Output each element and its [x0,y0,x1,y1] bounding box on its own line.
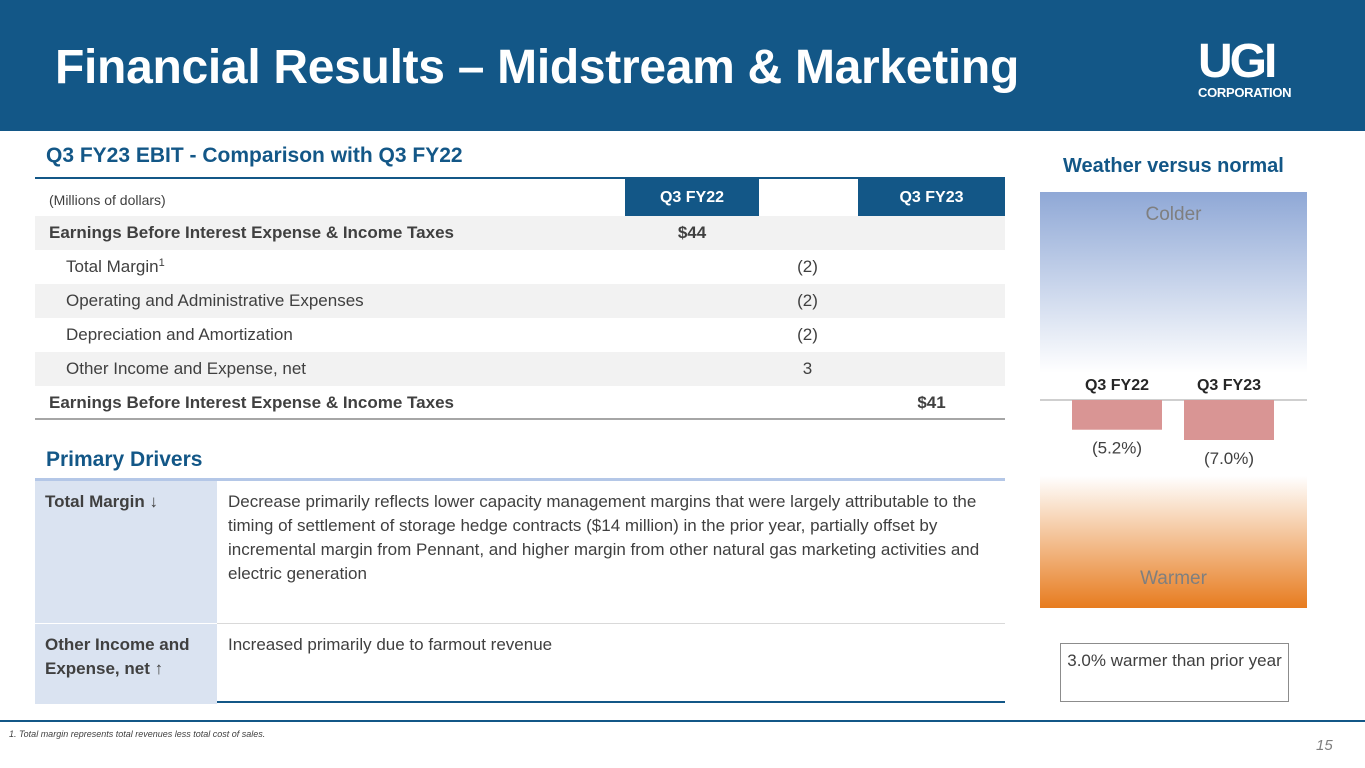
page-title: Financial Results – Midstream & Marketin… [55,41,1019,94]
row-value-change: 3 [802,359,813,378]
row-label: Earnings Before Interest Expense & Incom… [49,393,454,412]
table-header-row: (Millions of dollars) Q3 FY22 Q3 FY23 [35,179,1005,216]
colder-label: Colder [1145,204,1202,225]
driver-row-total-margin: Total Margin ↓ Decrease primarily reflec… [35,481,1005,623]
bar-value-label: (7.0%) [1204,449,1254,468]
warmer-label: Warmer [1140,568,1207,589]
header-banner: Financial Results – Midstream & Marketin… [0,0,1365,131]
drivers-table: Total Margin ↓ Decrease primarily reflec… [35,478,1005,704]
driver-row-other-income: Other Income and Expense, net ↑ Increase… [35,624,1005,704]
weather-bar-chart: Q3 FY22 (5.2%) Q3 FY23 (7.0%) [1040,377,1307,468]
driver-label: Total Margin ↓ [35,481,217,623]
row-label: Other Income and Expense, net [66,359,307,378]
driver-text: Decrease primarily reflects lower capaci… [228,492,980,583]
bar-category-label: Q3 FY22 [1085,377,1149,394]
bar-value-label: (5.2%) [1092,439,1142,458]
row-label-text: Total Margin [66,257,159,276]
warmer-gradient: Warmer [1040,476,1307,608]
ebit-section-title: Q3 FY23 EBIT - Comparison with Q3 FY22 [46,144,463,167]
table-row-other-income: Other Income and Expense, net 3 [35,352,1005,386]
ebit-table: (Millions of dollars) Q3 FY22 Q3 FY23 Ea… [35,177,1005,420]
footnote-ref: 1 [158,257,165,269]
logo-main-text: UGI [1198,35,1277,88]
table-row-dna: Depreciation and Amortization (2) [35,318,1005,352]
row-label: Operating and Administrative Expenses [66,291,364,310]
weather-note-box: 3.0% warmer than prior year [1060,643,1289,702]
row-value-q3fy22: $44 [677,223,707,242]
driver-label: Other Income and Expense, net ↑ [35,624,217,704]
row-value-change: (2) [797,257,818,276]
row-label: Depreciation and Amortization [66,325,293,344]
row-label: Earnings Before Interest Expense & Incom… [49,223,454,242]
table-row-total-margin: Total Margin1 (2) [35,250,1005,284]
table-row-ebit-q3fy22: Earnings Before Interest Expense & Incom… [35,216,1005,250]
footer-divider [0,720,1365,722]
logo-sub-text: CORPORATION [1198,85,1292,100]
ugi-logo: UGI CORPORATION [1198,35,1312,102]
driver-divider [217,623,1005,624]
col-header-q3fy23: Q3 FY23 [858,179,1005,216]
weather-bar [1072,400,1162,430]
table-row-opex: Operating and Administrative Expenses (2… [35,284,1005,318]
table-row-ebit-q3fy23: Earnings Before Interest Expense & Incom… [35,386,1005,420]
driver-text: Increased primarily due to farmout reven… [228,635,553,654]
bar-category-label: Q3 FY23 [1197,377,1261,394]
units-label: (Millions of dollars) [49,192,166,208]
row-value-change: (2) [797,291,818,310]
weather-bar [1184,400,1274,440]
footnote: 1. Total margin represents total revenue… [9,729,266,739]
page-number: 15 [1316,737,1333,754]
drivers-section-title: Primary Drivers [46,448,203,471]
row-value-change: (2) [797,325,818,344]
colder-gradient: Colder [1040,192,1307,373]
weather-title: Weather versus normal [1063,155,1284,177]
row-label: Total Margin1 [66,257,165,277]
col-header-q3fy22: Q3 FY22 [625,179,759,216]
row-value-q3fy23: $41 [917,393,946,412]
